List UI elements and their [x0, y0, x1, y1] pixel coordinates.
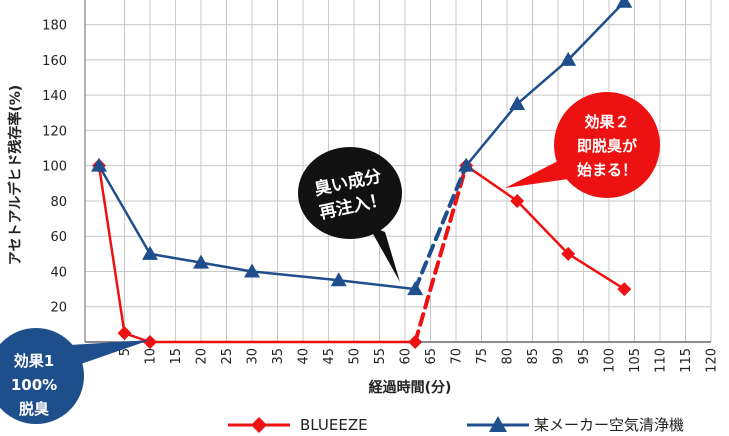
series-blueeze-segment [566, 252, 626, 291]
series [91, 0, 633, 349]
point-other-purifier [560, 51, 577, 66]
series-other-purifier-dashed-segment [413, 163, 469, 292]
x-tick-label: 30 [246, 348, 261, 365]
y-tick-label: 140 [42, 89, 67, 104]
point-blueeze [408, 335, 423, 349]
speech-bubble-blue-tail [70, 340, 150, 365]
series-blueeze-segment [464, 164, 519, 203]
speech-bubble-red [554, 92, 660, 198]
x-tick-label: 70 [450, 348, 465, 365]
series-other-purifier-segment [199, 261, 254, 273]
x-tick-label: 20 [195, 348, 210, 365]
x-tick-label: 100 [603, 348, 618, 373]
annotation-effect2-line1: 効果２ [584, 113, 629, 131]
y-tick-label: 40 [50, 265, 67, 280]
annotation-effect1-line3: 脱臭 [19, 400, 49, 418]
y-tick-label: 160 [42, 54, 67, 69]
legend-marker-blueeze [251, 417, 267, 433]
x-tick-label: 90 [552, 348, 567, 365]
annotation-effect1-line1: 効果1 [14, 352, 54, 370]
series-blueeze-segment [515, 199, 570, 256]
x-tick-label: 35 [271, 348, 286, 365]
legend: BLUEEZE 某メーカー空気清浄機 [228, 416, 684, 434]
x-tick-label: 85 [526, 348, 541, 365]
annotation-effect2-line2: 即脱臭が [577, 137, 638, 155]
series-other-purifier-segment [515, 58, 570, 106]
y-tick-label: 180 [42, 19, 67, 34]
annotation-reinjection: 臭い成分 再注入！ [298, 147, 402, 282]
x-tick-label: 75 [475, 348, 490, 365]
legend-marker-other-purifier [489, 416, 507, 432]
x-tick-label: 10 [144, 348, 159, 365]
x-tick-label: 80 [501, 348, 516, 365]
series-other-purifier-segment [148, 252, 203, 264]
point-other-purifier [244, 263, 260, 278]
y-tick-label: 60 [50, 230, 67, 245]
x-tick-label: 65 [424, 348, 439, 365]
legend-item-other-purifier: 某メーカー空気清浄機 [467, 416, 684, 434]
legend-label-blueeze: BLUEEZE [300, 416, 368, 434]
x-tick-label: 95 [577, 348, 592, 365]
series-other-purifier-segment [250, 270, 340, 282]
point-other-purifier [193, 254, 209, 269]
legend-item-blueeze: BLUEEZE [228, 416, 368, 434]
annotation-effect1: 効果1 100% 脱臭 [0, 328, 150, 424]
point-blueeze [143, 335, 157, 349]
x-tick-label: 25 [220, 348, 235, 365]
x-tick-label: 60 [399, 348, 414, 365]
series-other-purifier-segment [337, 279, 417, 291]
x-tick-label: 45 [322, 348, 337, 365]
point-other-purifier [91, 157, 107, 172]
x-tick-label: 110 [654, 348, 669, 373]
series-other-purifier-segment [97, 164, 152, 256]
point-other-purifier [509, 95, 526, 110]
annotation-effect2-line3: 始まる！ [577, 161, 637, 179]
point-other-purifier [142, 245, 158, 260]
y-tick-label: 120 [42, 124, 67, 139]
legend-label-other-purifier: 某メーカー空気清浄機 [534, 416, 684, 434]
point-other-purifier [330, 272, 347, 287]
y-tick-label: 20 [50, 301, 67, 316]
x-tick-label: 55 [373, 348, 388, 365]
series-other-purifier-segment [464, 102, 519, 167]
point-other-purifier [407, 281, 424, 296]
point-blueeze [510, 193, 525, 208]
x-tick-label: 15 [169, 348, 184, 365]
x-axis-title: 経過時間(分) [369, 379, 452, 396]
x-tick-label: 105 [628, 348, 643, 373]
series-other-purifier [91, 0, 633, 296]
y-axis-title: アセトアルデヒド残存率(%) [7, 85, 24, 265]
annotation-effect2: 効果２ 即脱臭が 始まる！ [505, 92, 660, 198]
point-blueeze [617, 282, 632, 297]
series-blueeze-segment [97, 164, 126, 335]
x-tick-label: 5 [118, 348, 133, 356]
speech-bubble-blue [0, 328, 84, 424]
x-tick-label: 50 [348, 348, 363, 365]
x-tick-label: 40 [297, 348, 312, 365]
annotation-effect1-line2: 100% [11, 376, 57, 394]
y-tick-label: 80 [50, 195, 67, 210]
point-other-purifier [616, 0, 633, 8]
x-tick-label: 120 [705, 348, 720, 373]
speech-bubble-black-tail [368, 225, 400, 282]
point-blueeze [117, 326, 132, 341]
series-blueeze-dashed-segment [413, 163, 469, 344]
point-other-purifier [458, 157, 475, 172]
speech-bubble-black [298, 147, 402, 239]
x-tick-label: 115 [679, 348, 694, 373]
speech-bubble-red-tail [505, 160, 575, 188]
y-tick-label: 100 [42, 160, 67, 175]
series-other-purifier-segment [566, 0, 626, 62]
point-blueeze [561, 246, 576, 261]
